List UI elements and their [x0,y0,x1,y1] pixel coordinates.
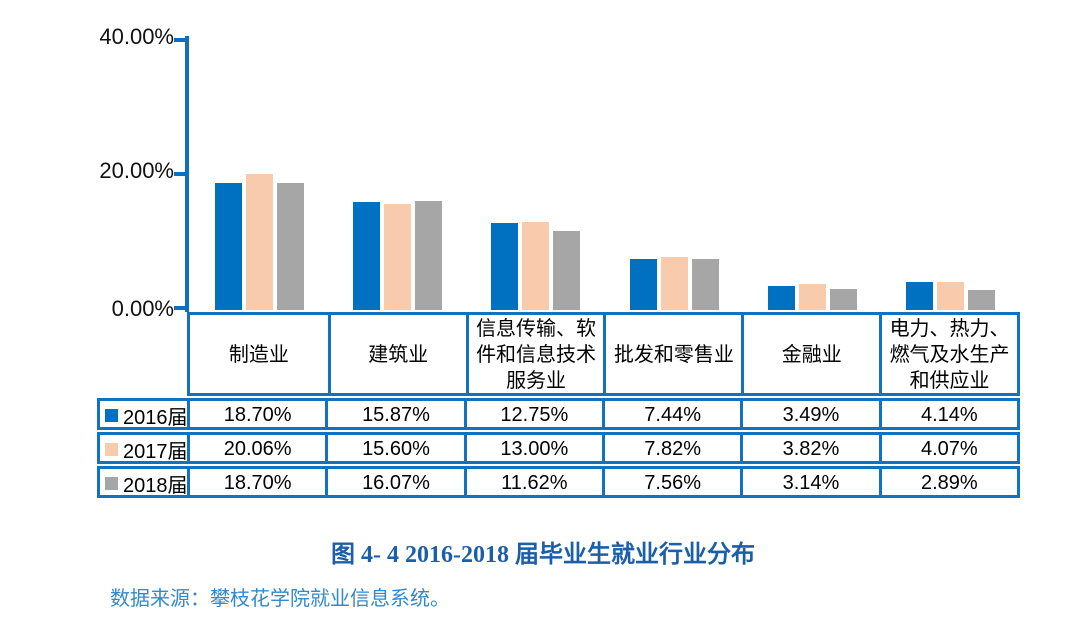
bar-2018届-c6 [968,290,996,310]
value-cell-r1-c3: 12.75% [463,401,602,430]
value-cell-r1-c1: 18.70% [187,401,325,430]
bar-2016届-c1 [214,183,242,310]
bar-2017届-c2 [383,204,411,310]
bar-2017届-c1 [245,174,273,310]
legend-label: 2018届 [123,475,188,497]
value-cell-r3-c4: 7.56% [601,469,740,498]
bar-2018届-c4 [691,259,719,310]
bar-2017届-c5 [798,284,826,310]
bar-group-2 [328,38,466,310]
bar-2018届-c3 [553,231,581,310]
value-cell-r3-c1: 18.70% [187,469,325,498]
plot-area [190,38,1020,310]
table-row-2018届: 2018届 18.70% 16.07% 11.62% 7.56% 3.14% 2.89% [97,466,1020,498]
value-cell-r2-c2: 15.60% [325,435,463,464]
y-axis-tick-label-20: 20.00% [99,158,174,183]
value-cell-r2-c6: 4.07% [878,435,1017,464]
legend-swatch-icon [105,477,118,490]
value-cell-r2-c5: 3.82% [740,435,878,464]
y-axis-tick-label-0: 0.00% [111,296,174,321]
legend-cell-2016届: 2016届 [100,401,188,430]
value-cell-r1-c4: 7.44% [601,401,740,430]
y-axis-line [185,36,189,312]
data-table: 制造业 建筑业 信息传输、软件和信息技术服务业 批发和零售业 金融业 电力、热力、燃气及水… [97,312,1020,498]
value-cell-r2-c3: 13.00% [463,435,602,464]
table-row-2016届: 2016届 18.70% 15.87% 12.75% 7.44% 3.49% 4.14% [97,398,1020,430]
bar-2018届-c1 [276,183,304,310]
value-cell-r1-c2: 15.87% [325,401,463,430]
bar-2016届-c2 [352,202,380,310]
data-source-note: 数据来源：攀枝花学院就业信息系统。 [110,588,450,610]
legend-swatch-icon [105,443,118,456]
bar-2017届-c6 [937,282,965,310]
y-axis-tick-mark-20 [174,172,187,176]
value-cell-r3-c3: 11.62% [463,469,602,498]
value-cell-r3-c6: 2.89% [878,469,1017,498]
column-header-4: 批发和零售业 [603,315,741,395]
column-header-1: 制造业 [228,344,289,366]
legend-cell-2017届: 2017届 [100,435,188,464]
value-cell-r3-c2: 16.07% [325,469,463,498]
table-body: 2016届 18.70% 15.87% 12.75% 7.44% 3.49% 4.14% 20… [97,398,1020,498]
table-row-2017届: 2017届 20.06% 15.60% 13.00% 7.82% 3.82% 4.07% [97,432,1020,464]
legend-label: 2017届 [123,441,188,463]
bar-2018届-c2 [414,201,442,310]
bar-group-1 [190,38,328,310]
chart-caption: 图 4- 4 2016-2018 届毕业生就业行业分布 [331,542,755,568]
y-axis-tick-mark-40 [174,38,187,42]
bar-group-3 [467,38,605,310]
value-cell-r3-c5: 3.14% [740,469,878,498]
bar-2016届-c3 [491,223,519,310]
value-cell-r2-c4: 7.82% [601,435,740,464]
column-header-5: 金融业 [741,315,879,395]
column-header-3: 信息传输、软件和信息技术服务业 [465,315,604,395]
bar-2016届-c4 [629,259,657,310]
y-axis-tick-label-40: 40.00% [99,24,174,49]
bar-group-4 [605,38,743,310]
column-header-2: 建筑业 [327,315,466,395]
value-cell-r1-c6: 4.14% [878,401,1017,430]
column-header-6: 电力、热力、燃气及水生产和供应业 [879,315,1017,395]
bar-2018届-c5 [829,289,857,310]
table-header-row: 制造业 建筑业 信息传输、软件和信息技术服务业 批发和零售业 金融业 电力、热力、燃气及水… [187,312,1020,396]
bar-group-6 [882,38,1020,310]
bar-2016届-c5 [767,286,795,310]
bar-2016届-c6 [906,282,934,310]
bar-group-5 [743,38,881,310]
value-cell-r1-c5: 3.49% [740,401,878,430]
legend-swatch-icon [105,409,118,422]
bar-2017届-c4 [660,257,688,310]
y-axis-tick-mark-0 [174,306,187,310]
value-cell-r2-c1: 20.06% [187,435,325,464]
legend-label: 2016届 [123,407,188,429]
bar-2017届-c3 [522,222,550,310]
legend-cell-2018届: 2018届 [100,469,188,498]
